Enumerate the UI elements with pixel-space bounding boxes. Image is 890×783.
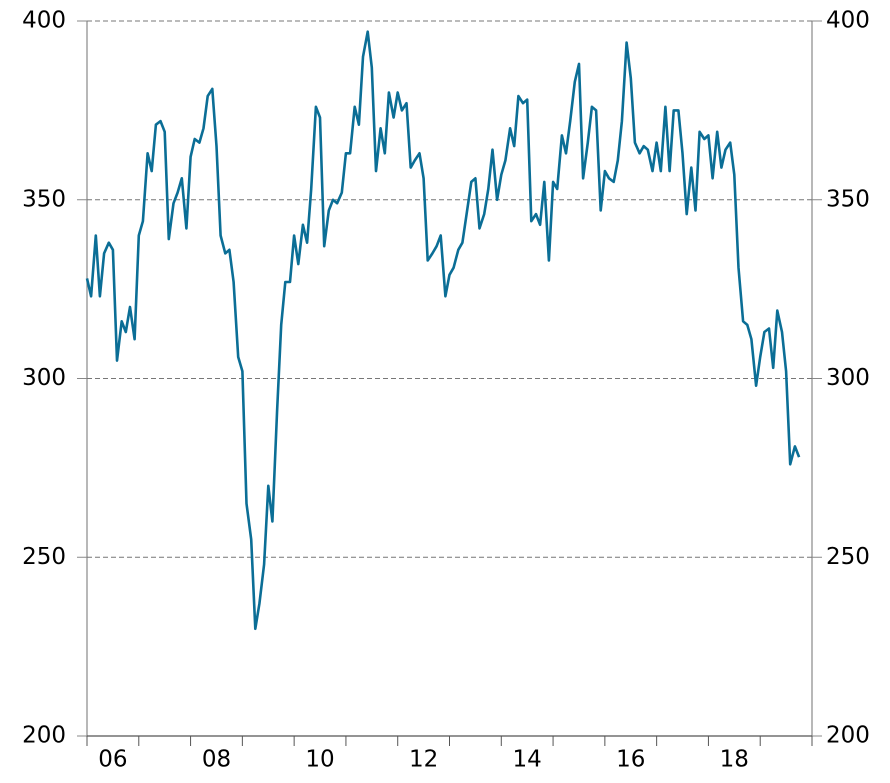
x-tick-label: 06: [98, 747, 127, 773]
y2-tick-label: 250: [826, 544, 870, 570]
series-line: [85, 30, 801, 631]
y-tick-label: 350: [22, 186, 66, 212]
y-tick-label: 300: [22, 365, 66, 391]
y-tick-label: 400: [22, 8, 66, 34]
y2-tick-label: 400: [826, 8, 870, 34]
y-tick-label: 250: [22, 544, 66, 570]
x-tick-label: 08: [202, 747, 231, 773]
x-tick-label: 14: [513, 747, 542, 773]
y2-tick-label: 200: [826, 723, 870, 749]
x-tick-label: 16: [616, 747, 645, 773]
y2-tick-label: 300: [826, 365, 870, 391]
y-tick-label: 200: [22, 723, 66, 749]
x-tick-label: 18: [720, 747, 749, 773]
y2-tick-label: 350: [826, 186, 870, 212]
x-tick-label: 12: [409, 747, 438, 773]
x-tick-label: 10: [305, 747, 334, 773]
